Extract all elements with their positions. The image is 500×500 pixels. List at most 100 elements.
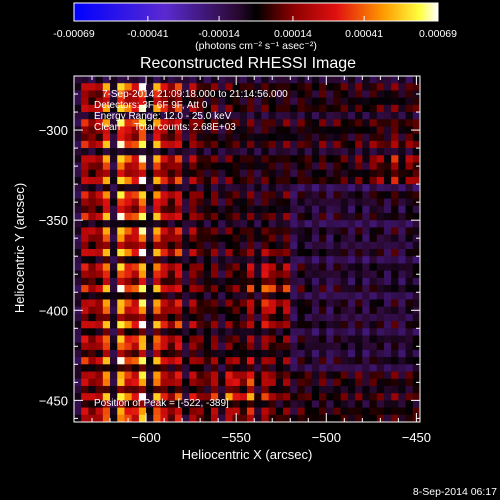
heatmap-cell xyxy=(239,126,248,134)
heatmap-cell xyxy=(131,90,140,98)
heatmap-cell xyxy=(398,414,406,422)
heatmap-cell xyxy=(340,256,349,264)
heatmap-cell xyxy=(247,104,255,113)
heatmap-cell xyxy=(81,191,89,199)
heatmap-cell xyxy=(275,220,284,228)
heatmap-cell xyxy=(311,277,320,286)
heatmap-cell xyxy=(138,335,147,344)
heatmap-cell xyxy=(110,378,118,387)
heatmap-cell xyxy=(290,313,298,322)
heatmap-cell xyxy=(239,313,248,322)
heatmap-cell xyxy=(218,119,226,127)
heatmap-cell xyxy=(131,140,140,149)
heatmap-cell xyxy=(81,263,89,271)
heatmap-cell xyxy=(304,184,313,192)
heatmap-cell xyxy=(247,140,255,149)
heatmap-cell xyxy=(203,393,212,401)
heatmap-cell xyxy=(319,335,327,344)
heatmap-cell xyxy=(232,342,241,351)
heatmap-cell xyxy=(131,378,140,387)
heatmap-cell xyxy=(355,371,363,380)
heatmap-cell xyxy=(117,342,125,351)
heatmap-cell xyxy=(376,393,385,401)
footer-timestamp: 8-Sep-2014 06:17 xyxy=(413,486,497,498)
heatmap-cell xyxy=(261,90,269,98)
heatmap-cell xyxy=(218,155,226,163)
heatmap-cell xyxy=(174,83,183,91)
heatmap-cell xyxy=(333,227,342,235)
heatmap-cell xyxy=(124,407,132,416)
heatmap-cell xyxy=(102,335,111,344)
heatmap-cell xyxy=(138,378,147,387)
heatmap-cell xyxy=(254,393,262,401)
heatmap-cell xyxy=(261,263,269,271)
heatmap-cell xyxy=(362,140,370,149)
heatmap-cell xyxy=(124,342,132,351)
heatmap-cell xyxy=(268,277,277,286)
heatmap-cell xyxy=(283,176,291,185)
heatmap-cell xyxy=(131,407,140,416)
heatmap-cell xyxy=(160,234,169,243)
heatmap-cell xyxy=(268,126,277,134)
heatmap-cell xyxy=(88,169,96,178)
heatmap-cell xyxy=(283,385,291,394)
heatmap-cell xyxy=(304,126,313,134)
heatmap-cell xyxy=(297,119,305,127)
heatmap-cell xyxy=(182,299,190,307)
heatmap-cell xyxy=(333,155,342,163)
heatmap-cell xyxy=(146,270,154,279)
heatmap-cell xyxy=(369,90,378,98)
heatmap-cell xyxy=(124,148,132,156)
heatmap-cell xyxy=(369,133,378,142)
heatmap-cell xyxy=(398,176,406,185)
heatmap-cell xyxy=(174,169,183,178)
heatmap-cell xyxy=(362,256,370,264)
heatmap-cell xyxy=(117,335,125,344)
heatmap-cell xyxy=(225,313,233,322)
heatmap-cell xyxy=(326,169,334,178)
heatmap-cell xyxy=(160,191,169,199)
heatmap-cell xyxy=(232,205,241,214)
heatmap-cell xyxy=(362,335,370,344)
heatmap-cell xyxy=(347,198,356,207)
heatmap-cell xyxy=(362,97,370,106)
heatmap-cell xyxy=(369,126,378,134)
heatmap-cell xyxy=(369,148,378,156)
heatmap-cell xyxy=(182,119,190,127)
heatmap-cell xyxy=(383,220,392,228)
heatmap-cell xyxy=(333,97,342,106)
heatmap-cell xyxy=(383,104,392,113)
heatmap-cell xyxy=(297,249,305,257)
heatmap-cell xyxy=(275,104,284,113)
heatmap-cell xyxy=(268,378,277,387)
heatmap-cell xyxy=(102,328,111,336)
heatmap-cell xyxy=(225,299,233,307)
heatmap-cell xyxy=(326,313,334,322)
heatmap-cell xyxy=(340,263,349,271)
heatmap-cell xyxy=(146,83,154,91)
heatmap-cell xyxy=(405,198,414,207)
heatmap-cell xyxy=(254,205,262,214)
heatmap-cell xyxy=(160,119,169,127)
heatmap-cell xyxy=(153,126,161,134)
heatmap-cell xyxy=(304,313,313,322)
heatmap-cell xyxy=(110,119,118,127)
heatmap-cell xyxy=(247,364,255,372)
heatmap-cell xyxy=(232,112,241,120)
heatmap-cell xyxy=(304,357,313,365)
heatmap-cell xyxy=(376,357,385,365)
heatmap-cell xyxy=(383,277,392,286)
heatmap-cell xyxy=(254,220,262,228)
heatmap-cell xyxy=(74,328,82,336)
heatmap-cell xyxy=(153,162,161,171)
heatmap-cell xyxy=(268,292,277,300)
heatmap-cell xyxy=(362,342,370,351)
heatmap-cell xyxy=(131,249,140,257)
heatmap-cell xyxy=(196,126,205,134)
heatmap-cell xyxy=(412,212,420,221)
heatmap-cell xyxy=(383,198,392,207)
heatmap-cell xyxy=(391,313,399,322)
heatmap-cell xyxy=(376,299,385,307)
heatmap-cell xyxy=(182,184,190,192)
heatmap-cell xyxy=(153,263,161,271)
